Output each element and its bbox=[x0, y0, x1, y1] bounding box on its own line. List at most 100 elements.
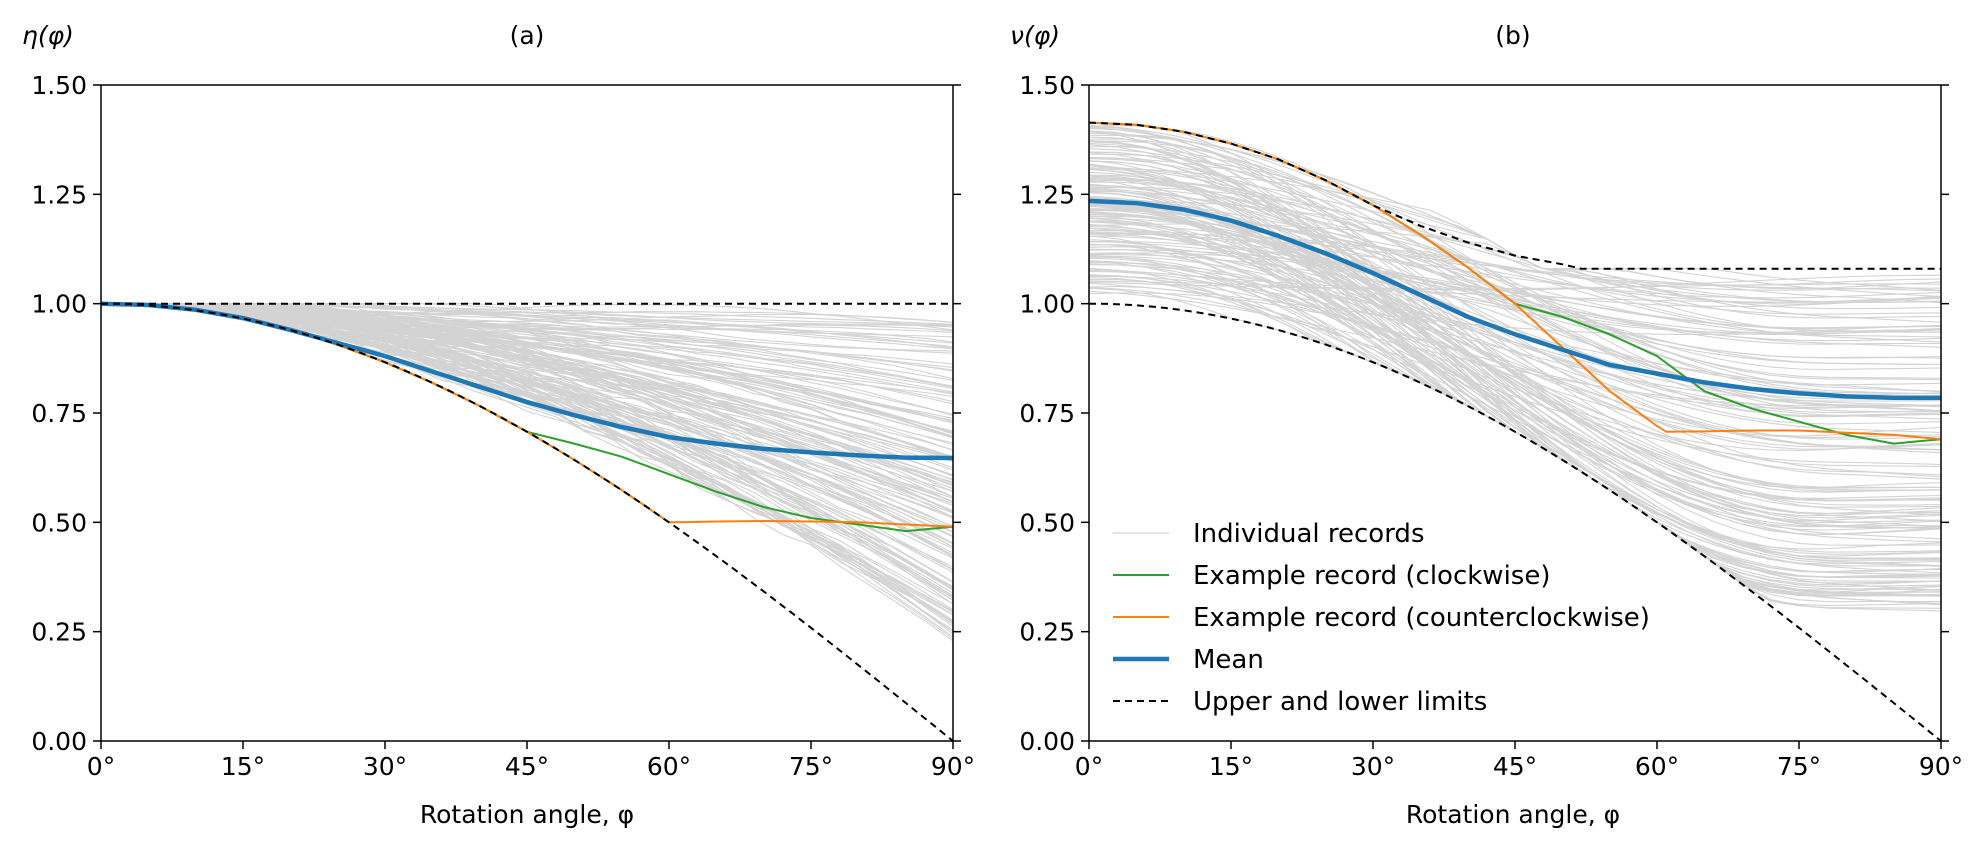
y-tick-label: 0.00 bbox=[1019, 727, 1075, 756]
individual-record-line bbox=[1089, 221, 1941, 292]
individual-record-line bbox=[1089, 140, 1941, 582]
individual-record-line bbox=[1089, 121, 1941, 515]
y-tick-label: 1.00 bbox=[31, 290, 87, 319]
individual-record-line bbox=[1089, 196, 1941, 540]
chart-panel-b: (b) ν(φ) Rotation angle, φ 0° 15° 30° 45° 60… bbox=[1010, 21, 1963, 829]
series-line-lower-limit bbox=[101, 302, 953, 741]
individual-record-line bbox=[1089, 168, 1941, 379]
chart-panel-a: (a) η(φ) Rotation angle, φ 0° 15° 30° 45° 60… bbox=[22, 21, 975, 829]
legend-label: Example record (counterclockwise) bbox=[1193, 603, 1650, 633]
individual-record-line bbox=[1089, 280, 1941, 303]
y-tick-label: 0.00 bbox=[31, 727, 87, 756]
individual-record-line bbox=[1089, 240, 1941, 335]
x-axis-label-b: Rotation angle, φ bbox=[1406, 800, 1620, 829]
x-tick-label: 30° bbox=[363, 752, 407, 781]
x-axis-label-a: Rotation angle, φ bbox=[420, 800, 634, 829]
plot-area-b: 0° 15° 30° 45° 60° 75° 90° 0.00 0.25 0.50 0.75 1.00… bbox=[1019, 71, 1963, 781]
x-tick-label: 15° bbox=[1209, 752, 1253, 781]
x-tick-label: 75° bbox=[789, 752, 833, 781]
individual-record-line bbox=[1089, 171, 1941, 557]
individual-record-line bbox=[1089, 151, 1941, 519]
individual-record-line bbox=[1089, 213, 1941, 417]
series-group-a bbox=[101, 301, 953, 741]
individual-record-line bbox=[1089, 227, 1941, 334]
individual-record-line bbox=[101, 303, 953, 538]
individual-record-line bbox=[1089, 178, 1941, 478]
y-tick-label: 1.00 bbox=[1019, 290, 1075, 319]
individual-record-line bbox=[101, 303, 953, 544]
individual-record-line bbox=[1089, 164, 1941, 528]
series-line-upper-limit bbox=[1089, 121, 1941, 270]
individual-record-line bbox=[1089, 290, 1941, 408]
x-tick-label: 90° bbox=[931, 752, 975, 781]
y-tick-label: 1.50 bbox=[31, 71, 87, 100]
x-tick-label: 15° bbox=[221, 752, 265, 781]
x-tick-label: 60° bbox=[647, 752, 691, 781]
series-line-mean bbox=[1089, 198, 1941, 400]
individual-record-line bbox=[1089, 124, 1941, 330]
individual-record-line bbox=[1089, 252, 1941, 543]
individual-record-line bbox=[1089, 130, 1941, 603]
individual-record-line bbox=[101, 303, 953, 323]
x-tick-label: 45° bbox=[505, 752, 549, 781]
individual-record-line bbox=[1089, 249, 1941, 333]
y-tick-label: 0.25 bbox=[31, 618, 87, 647]
individual-record-line bbox=[1089, 124, 1941, 413]
x-tick-label: 45° bbox=[1493, 752, 1537, 781]
individual-record-line bbox=[1089, 209, 1941, 488]
individual-record-line bbox=[101, 303, 953, 568]
y-tick-label: 0.75 bbox=[1019, 399, 1075, 428]
y-tick-label: 1.50 bbox=[1019, 71, 1075, 100]
x-tick-label: 30° bbox=[1351, 752, 1395, 781]
legend-label: Example record (clockwise) bbox=[1193, 561, 1550, 591]
individual-record-line bbox=[1089, 160, 1941, 546]
individual-record-line bbox=[1089, 203, 1941, 440]
individual-record-line bbox=[1089, 285, 1941, 529]
y-tick-label: 0.25 bbox=[1019, 618, 1075, 647]
y-tick-label: 1.25 bbox=[1019, 180, 1075, 209]
individual-record-line bbox=[1089, 168, 1941, 480]
individual-record-line bbox=[1089, 260, 1941, 452]
plot-area-a: 0° 15° 30° 45° 60° 75° 90° 0.00 0.25 0.50 0.75 1.00… bbox=[31, 71, 975, 781]
individual-record-line bbox=[101, 303, 953, 444]
individual-record-line bbox=[1089, 146, 1941, 392]
individual-record-line bbox=[101, 303, 953, 557]
individual-record-line bbox=[1089, 191, 1941, 517]
legend-label: Upper and lower limits bbox=[1193, 687, 1487, 717]
individual-record-line bbox=[1089, 211, 1941, 401]
legend: Individual records Example record (clockw… bbox=[1113, 519, 1650, 717]
y-axis-label-b: ν(φ) bbox=[1010, 21, 1060, 50]
x-tick-label: 60° bbox=[1635, 752, 1679, 781]
x-tick-label: 0° bbox=[87, 752, 115, 781]
x-tick-label: 75° bbox=[1777, 752, 1821, 781]
individual-record-line bbox=[1089, 175, 1941, 560]
individual-record-line bbox=[1089, 126, 1941, 524]
series-line-lower-limit bbox=[1089, 302, 1941, 741]
chart-title-a: (a) bbox=[510, 21, 545, 50]
individual-record-line bbox=[1089, 208, 1941, 450]
individual-record-line bbox=[1089, 267, 1941, 291]
individual-record-line bbox=[1089, 198, 1941, 514]
individual-record-line bbox=[1089, 126, 1941, 418]
series-line-mean bbox=[101, 301, 953, 461]
individual-record-line bbox=[1089, 262, 1941, 451]
x-tick-label: 90° bbox=[1919, 752, 1963, 781]
chart-title-b: (b) bbox=[1495, 21, 1530, 50]
individual-record-line bbox=[101, 303, 953, 387]
series-line-example-record-counterclockwise bbox=[1089, 121, 1941, 441]
individual-record-line bbox=[1089, 248, 1941, 420]
y-tick-label: 1.25 bbox=[31, 180, 87, 209]
individual-record-line bbox=[1089, 220, 1941, 555]
individual-record-line bbox=[1089, 226, 1941, 553]
y-tick-label: 0.75 bbox=[31, 399, 87, 428]
individual-record-line bbox=[101, 303, 953, 573]
individual-record-line bbox=[101, 303, 953, 550]
series-group-b bbox=[1089, 121, 1941, 741]
individual-record-line bbox=[101, 303, 953, 458]
individual-record-line bbox=[1089, 128, 1941, 492]
individual-record-line bbox=[1089, 199, 1941, 501]
individual-record-line bbox=[1089, 282, 1941, 336]
legend-label: Individual records bbox=[1193, 519, 1425, 549]
y-axis-label-a: η(φ) bbox=[22, 21, 74, 50]
x-tick-label: 0° bbox=[1075, 752, 1103, 781]
